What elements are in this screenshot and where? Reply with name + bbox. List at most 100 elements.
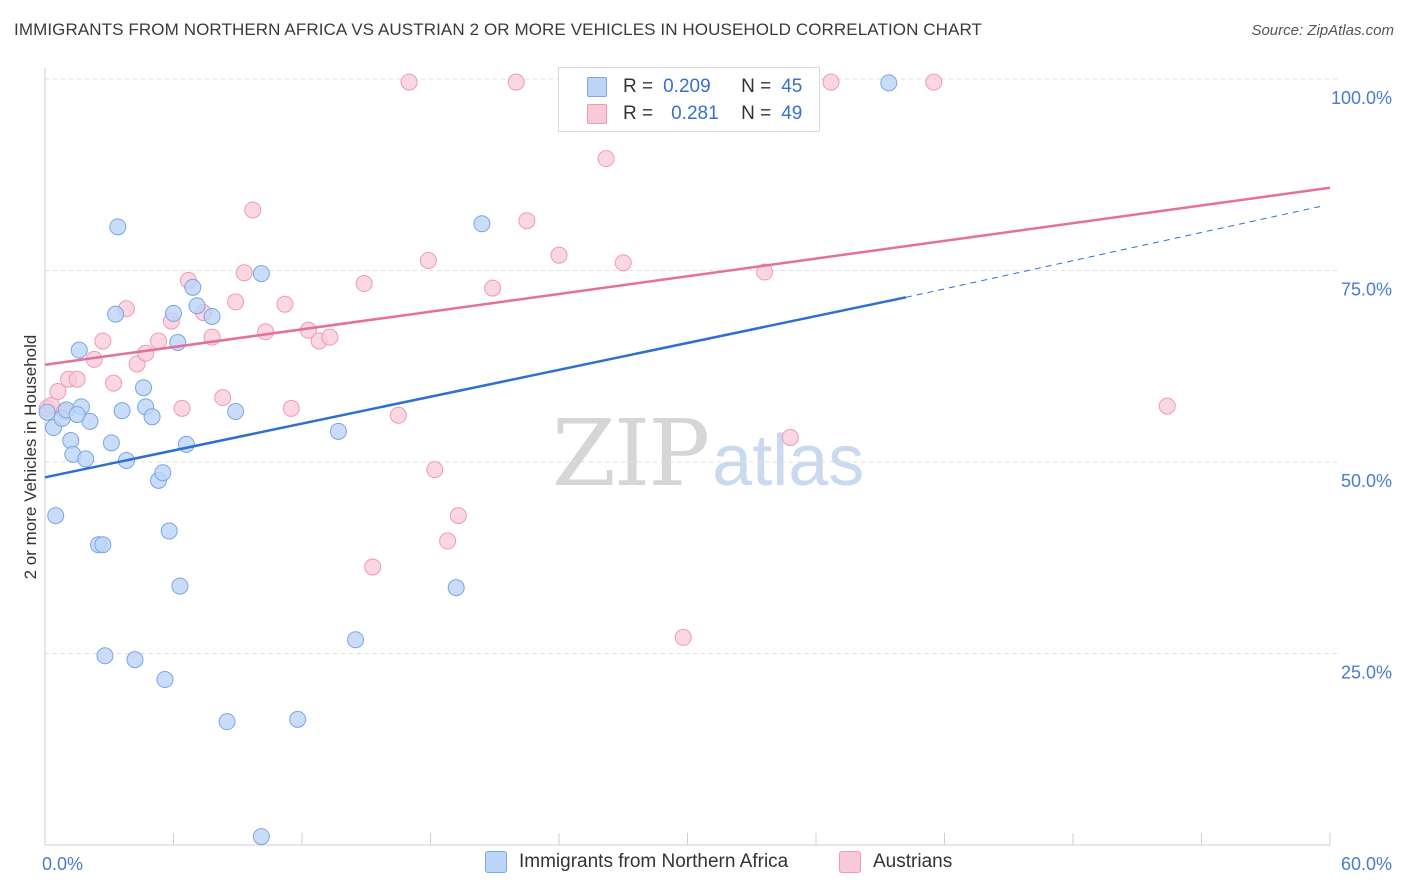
- legend-label-austrians: Austrians: [873, 851, 953, 872]
- austrians-point: [756, 263, 774, 281]
- watermark: ZIPatlas: [552, 400, 864, 507]
- immigrants-points: [38, 74, 898, 846]
- legend-r-value: 0.209: [663, 76, 711, 97]
- austrians-point: [426, 461, 444, 479]
- austrians-point: [68, 370, 86, 388]
- austrians-point: [321, 328, 339, 346]
- immigrants-point: [109, 218, 127, 236]
- x-tick-label: 0.0%: [42, 854, 83, 874]
- legend-n-value: 45: [781, 76, 803, 97]
- legend-item-immigrants[interactable]: Immigrants from Northern Africa: [485, 851, 788, 873]
- immigrants-point: [143, 408, 161, 426]
- legend-n-label: N =: [741, 103, 772, 124]
- austrians-point: [282, 399, 300, 417]
- legend-n-label: N =: [741, 76, 772, 97]
- immigrants-point: [102, 434, 120, 452]
- gridlines: [45, 78, 1338, 654]
- immigrants-point: [880, 74, 898, 92]
- austrians-point: [94, 332, 112, 350]
- austrians-point: [822, 73, 840, 91]
- legend-swatch-blue: [485, 851, 507, 873]
- immigrants-point: [68, 406, 86, 424]
- y-tick-label: 75.0%: [1341, 280, 1392, 300]
- austrians-point: [364, 558, 382, 576]
- chart-title: IMMIGRANTS FROM NORTHERN AFRICA VS AUSTR…: [14, 20, 983, 39]
- immigrants-point: [77, 450, 95, 468]
- legend-swatch-pink: [587, 104, 607, 124]
- legend-item-austrians[interactable]: Austrians: [839, 851, 952, 873]
- austrians-point: [244, 201, 262, 219]
- austrians-point: [439, 532, 457, 550]
- immigrants-trend-line: [44, 296, 907, 479]
- y-tick-label: 50.0%: [1341, 471, 1392, 491]
- legend-row-austrians: R = 0.281 N = 49: [559, 101, 802, 127]
- immigrants-point: [38, 403, 56, 421]
- immigrants-point: [184, 278, 202, 296]
- austrians-point: [214, 389, 232, 407]
- austrians-point: [150, 332, 168, 350]
- immigrants-point: [160, 522, 178, 540]
- immigrants-point: [107, 305, 125, 323]
- immigrants-point: [70, 341, 88, 359]
- austrians-point: [674, 628, 692, 646]
- austrians-point: [614, 254, 632, 272]
- immigrants-point: [252, 828, 270, 846]
- austrians-point: [449, 507, 467, 525]
- immigrants-point: [203, 307, 221, 325]
- immigrants-point: [113, 402, 131, 420]
- immigrants-point: [218, 713, 236, 731]
- austrians-point: [355, 275, 373, 293]
- legend-r-label: R =: [623, 76, 654, 97]
- austrians-point: [137, 344, 155, 362]
- legend-r-value: 0.281: [671, 103, 719, 124]
- immigrants-trend-extension: [905, 204, 1326, 298]
- austrians-point: [49, 383, 67, 401]
- source-credit: Source: ZipAtlas.com: [1251, 22, 1394, 39]
- austrians-point: [518, 212, 536, 230]
- legend-row-immigrants: R = 0.209 N = 45: [559, 74, 802, 100]
- immigrants-point: [252, 265, 270, 283]
- immigrants-point: [135, 379, 153, 397]
- austrians-point: [484, 279, 502, 297]
- austrians-points: [38, 73, 1176, 646]
- legend-label-immigrants: Immigrants from Northern Africa: [519, 851, 789, 872]
- immigrants-point: [126, 651, 144, 669]
- tick-labels: 100.0% 75.0% 50.0% 25.0% 0.0% 60.0%: [42, 88, 1392, 874]
- axes: [44, 68, 1331, 846]
- immigrants-point: [171, 577, 189, 595]
- austrians-point: [400, 73, 418, 91]
- legend-n-value: 49: [781, 103, 803, 124]
- austrians-point: [105, 374, 123, 392]
- austrians-point: [507, 73, 525, 91]
- immigrants-point: [47, 507, 65, 525]
- austrians-point: [235, 264, 253, 282]
- y-tick-label: 25.0%: [1341, 663, 1392, 683]
- immigrants-point: [347, 631, 365, 649]
- y-axis-label: 2 or more Vehicles in Household: [21, 335, 40, 580]
- legend-swatch-blue: [587, 77, 607, 97]
- watermark-zip: ZIP: [552, 400, 710, 507]
- immigrants-point: [329, 422, 347, 440]
- austrians-point: [550, 246, 568, 264]
- immigrants-point: [289, 710, 307, 728]
- immigrants-point: [473, 215, 491, 233]
- immigrants-point: [94, 536, 112, 554]
- correlation-legend: R = 0.209 N = 45 R = 0.281 N = 49: [558, 67, 820, 132]
- x-tick-label: 60.0%: [1341, 854, 1392, 874]
- immigrants-point: [165, 304, 182, 322]
- y-tick-label: 100.0%: [1331, 88, 1392, 108]
- immigrants-point: [188, 297, 206, 315]
- immigrants-point: [156, 671, 174, 689]
- immigrants-point: [227, 402, 245, 420]
- austrians-point: [781, 428, 799, 446]
- series-legend: Immigrants from Northern Africa Austrian…: [0, 851, 1406, 879]
- austrians-point: [173, 399, 191, 417]
- austrians-point: [257, 323, 275, 341]
- legend-swatch-pink: [839, 851, 861, 873]
- austrians-point: [389, 406, 407, 424]
- legend-r-label: R =: [623, 103, 654, 124]
- immigrants-point: [154, 464, 172, 482]
- austrians-point: [597, 150, 615, 168]
- trend-lines: [44, 186, 1331, 479]
- immigrants-point: [96, 647, 114, 665]
